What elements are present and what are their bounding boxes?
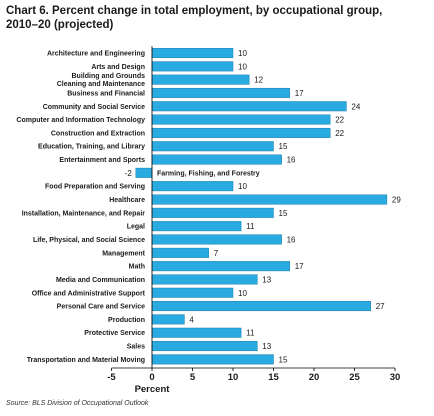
category-label: Building and Grounds (72, 73, 146, 80)
category-label: Computer and Information Technology (16, 117, 145, 124)
category-label: Construction and Extraction (51, 130, 145, 137)
value-label: 11 (246, 222, 255, 231)
category-label: Legal (127, 224, 145, 231)
category-label: Protective Service (84, 330, 145, 337)
category-label: Media and Communication (56, 277, 145, 284)
category-label: Arts and Design (91, 64, 145, 71)
bar (151, 341, 258, 352)
bar (135, 167, 153, 178)
value-label: 10 (238, 182, 247, 191)
value-label: 17 (295, 262, 304, 271)
chart-title-line-2: 2010–20 (projected) (6, 19, 114, 31)
bar-chart: Architecture and Engineering 10 Arts and D… (16, 46, 401, 395)
value-label: 22 (335, 129, 344, 138)
bar (151, 287, 234, 298)
value-label: 13 (262, 342, 271, 351)
bar (151, 327, 242, 338)
category-label: Sales (127, 344, 145, 351)
value-label: 7 (214, 249, 219, 258)
category-label: Food Preparation and Serving (45, 184, 145, 191)
x-tick-label: -5 (107, 372, 116, 383)
bar (151, 261, 290, 272)
value-label: 4 (189, 315, 194, 324)
category-label: Life, Physical, and Social Science (33, 237, 145, 244)
bar (151, 301, 371, 312)
chart-title: Chart 6. Percent change in total employm… (6, 4, 430, 32)
x-tick-label: 25 (349, 372, 360, 383)
value-label: 16 (287, 236, 296, 245)
category-label: Business and Financial (67, 91, 145, 98)
bar (151, 48, 234, 59)
bar (151, 354, 274, 365)
bar (151, 274, 258, 285)
bar (151, 247, 209, 258)
value-label: 12 (254, 76, 263, 85)
bar (151, 207, 274, 218)
value-label: 27 (376, 302, 385, 311)
x-tick-label: 15 (268, 372, 279, 383)
x-axis-title: Percent (135, 384, 171, 395)
value-label: 24 (351, 102, 360, 111)
bar (151, 194, 388, 205)
bar (151, 114, 331, 125)
category-label: Community and Social Service (43, 104, 145, 111)
source-note: Source: BLS Division of Occupational Out… (6, 400, 149, 407)
bar (151, 141, 274, 152)
bar (151, 61, 234, 72)
value-label: 16 (287, 156, 296, 165)
x-tick-label: 10 (228, 372, 239, 383)
bar (151, 181, 234, 192)
bar (151, 127, 331, 138)
category-label: Personal Care and Service (57, 304, 145, 311)
value-label: 13 (262, 275, 271, 284)
value-label: 15 (279, 355, 288, 364)
x-tick-label: 0 (149, 372, 154, 383)
category-label: Architecture and Engineering (47, 51, 145, 58)
category-label: Management (102, 250, 145, 257)
category-label-inline: Farming, Fishing, and Forestry (157, 170, 260, 177)
value-label: 22 (335, 116, 344, 125)
category-label: Cleaning and Maintenance (57, 81, 145, 88)
bar (151, 221, 242, 232)
x-tick-label: 20 (309, 372, 320, 383)
value-label: 17 (295, 89, 304, 98)
bar (151, 234, 282, 245)
category-label: Transportation and Material Moving (27, 357, 145, 364)
value-label: 15 (279, 209, 288, 218)
value-label: 15 (279, 142, 288, 151)
value-label: 10 (238, 49, 247, 58)
x-tick-label: 5 (190, 372, 196, 383)
value-label: -2 (125, 169, 133, 178)
category-label: Math (129, 264, 145, 271)
bar (151, 87, 290, 98)
chart-title-line-1: Chart 6. Percent change in total employm… (6, 5, 383, 17)
bar (151, 74, 250, 85)
value-label: 29 (392, 196, 401, 205)
bar (151, 154, 282, 165)
category-label: Education, Training, and Library (38, 144, 145, 151)
bar (151, 101, 347, 112)
value-label: 10 (238, 289, 247, 298)
value-label: 10 (238, 62, 247, 71)
category-label: Entertainment and Sports (59, 157, 145, 164)
category-label: Installation, Maintenance, and Repair (22, 210, 146, 217)
category-label: Healthcare (109, 197, 145, 204)
category-label: Production (108, 317, 145, 324)
bar (151, 314, 185, 325)
x-tick-label: 30 (390, 372, 401, 383)
category-label: Office and Administrative Support (32, 290, 146, 297)
value-label: 11 (246, 329, 255, 338)
